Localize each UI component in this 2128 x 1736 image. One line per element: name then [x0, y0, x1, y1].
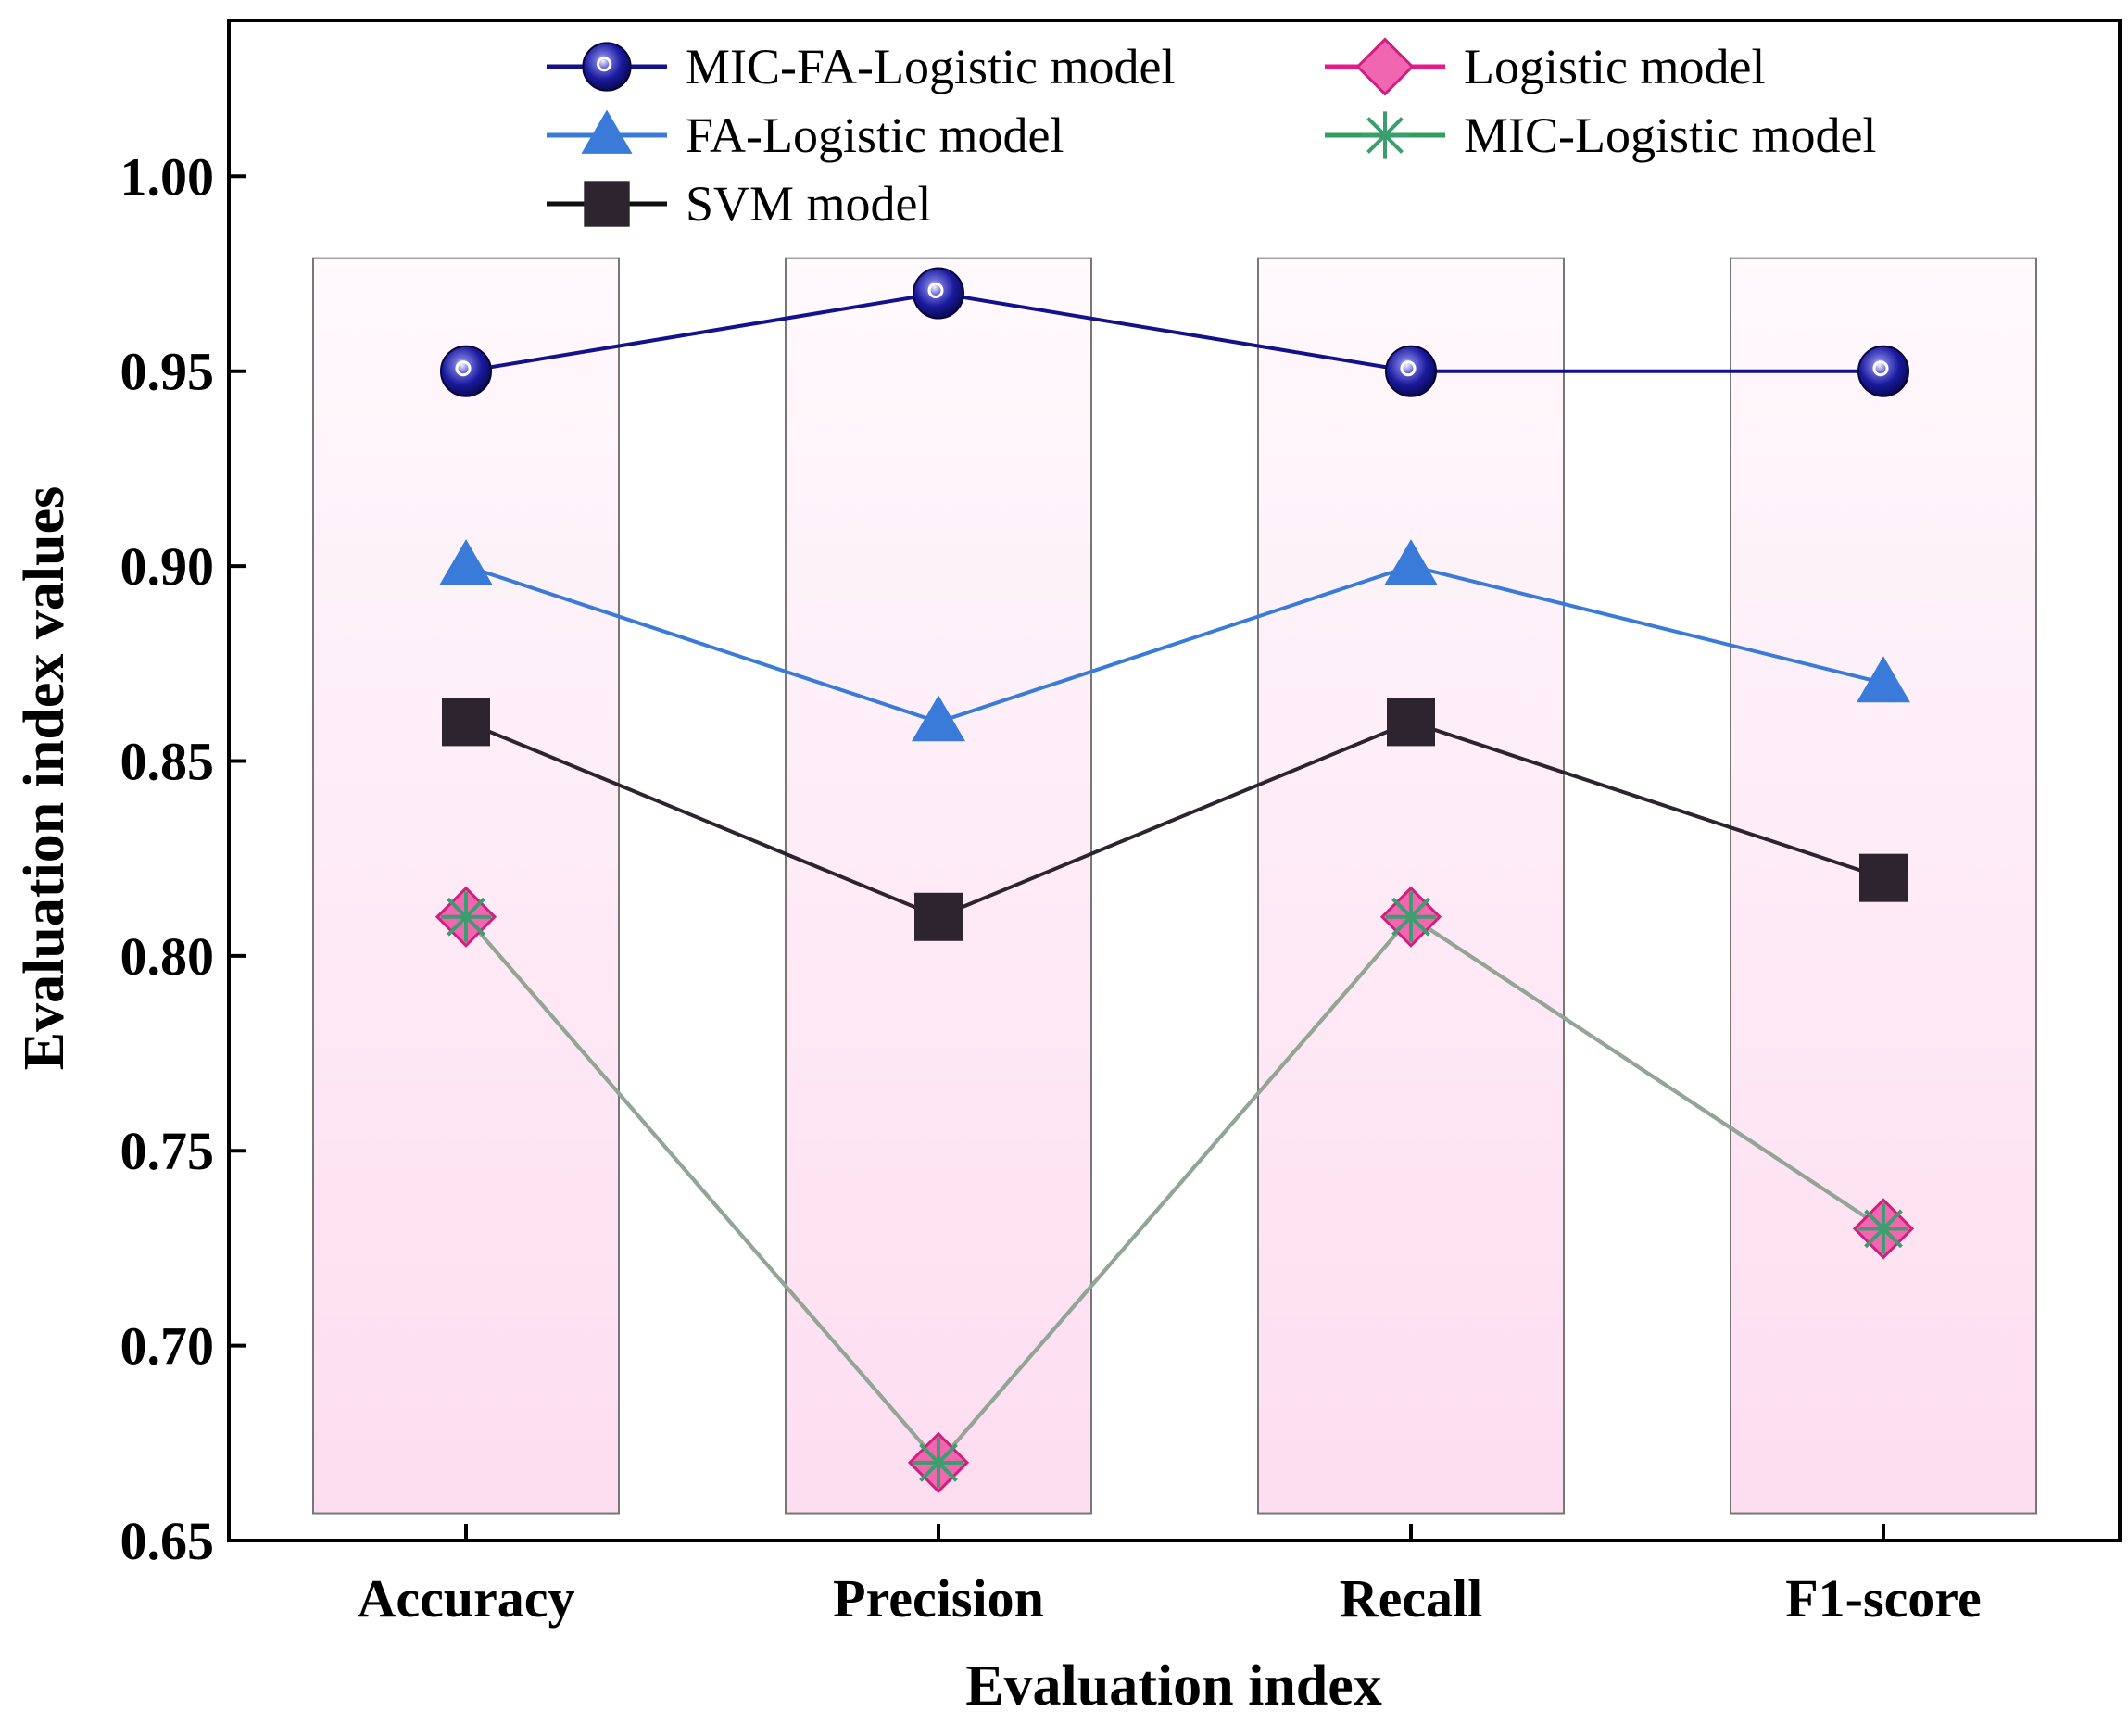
data-point-fa-logistic-model-precision	[912, 695, 965, 742]
legend-marker	[1361, 111, 1409, 159]
y-tick-label: 1.00	[120, 146, 215, 207]
y-tick-label: 0.75	[120, 1121, 215, 1181]
x-axis-ticks: Accuracy Precision Recall F1-score	[357, 1524, 1982, 1629]
data-point-mic-logistic-model-f1-score	[1858, 1203, 1908, 1254]
data-point-svm-model-precision	[914, 892, 963, 941]
series	[434, 267, 1915, 1493]
x-tick-label: Accuracy	[357, 1568, 574, 1629]
legend: MIC-FA-Logistic model FA-Logistic model SV…	[547, 37, 1876, 232]
data-point-fa-logistic-model-f1-score	[1857, 656, 1910, 703]
data-point-mic-logistic-model-accuracy	[441, 891, 491, 942]
y-tick-label: 0.70	[120, 1316, 215, 1377]
y-axis-title: Evaluation index values	[13, 486, 76, 1070]
data-point-mic-fa-logistic-model-accuracy	[440, 345, 492, 397]
y-tick-label: 0.85	[120, 731, 215, 791]
legend-item: MIC-Logistic model	[1325, 107, 1876, 163]
x-tick-label: Precision	[833, 1568, 1044, 1629]
legend-item: SVM model	[547, 176, 932, 232]
legend-label: MIC-FA-Logistic model	[686, 39, 1175, 94]
x-tick-label: F1-score	[1785, 1568, 1982, 1629]
background-band-recall	[1257, 257, 1565, 1515]
legend-item: Logistic model	[1325, 37, 1765, 96]
y-axis-ticks: 0.65 0.70 0.75 0.80 0.85 0.90 0.95 1.00	[120, 146, 246, 1571]
legend-label: Logistic model	[1464, 39, 1765, 94]
y-tick-label: 0.65	[120, 1511, 215, 1571]
data-point-mic-logistic-model-recall	[1386, 891, 1436, 942]
x-tick-label: Recall	[1340, 1568, 1483, 1629]
data-point-mic-fa-logistic-model-f1-score	[1857, 345, 1909, 397]
series-line-svm-model	[465, 720, 1884, 919]
y-tick-label: 0.80	[120, 926, 215, 987]
legend-label: SVM model	[686, 176, 932, 232]
data-point-mic-logistic-model-precision	[913, 1437, 963, 1488]
data-point-svm-model-f1-score	[1859, 853, 1908, 902]
series-line-mic-logistic-model	[464, 914, 1885, 1466]
series-line-fa-logistic-model	[465, 563, 1884, 724]
y-tick-label: 0.90	[120, 536, 215, 597]
data-point-fa-logistic-model-recall	[1384, 539, 1438, 585]
series-line-mic-fa-logistic-model	[465, 291, 1883, 373]
background-band-accuracy	[312, 257, 620, 1515]
data-point-svm-model-accuracy	[442, 698, 490, 747]
background-bands	[312, 257, 2037, 1515]
legend-label: MIC-Logistic model	[1464, 107, 1876, 163]
axes	[227, 19, 2122, 1542]
y-tick-label: 0.95	[120, 342, 215, 402]
plot-frame	[227, 19, 2122, 1542]
legend-marker	[1355, 37, 1415, 96]
data-point-fa-logistic-model-accuracy	[439, 539, 493, 585]
legend-item: MIC-FA-Logistic model	[547, 39, 1175, 94]
legend-label: FA-Logistic model	[686, 107, 1064, 163]
legend-marker	[581, 109, 633, 154]
legend-marker	[582, 42, 632, 92]
background-band-precision	[785, 257, 1092, 1515]
data-point-mic-fa-logistic-model-recall	[1385, 345, 1437, 397]
legend-marker	[584, 181, 630, 227]
legend-item: FA-Logistic model	[547, 107, 1064, 163]
data-point-mic-fa-logistic-model-precision	[913, 267, 964, 320]
x-axis-title: Evaluation index	[965, 1654, 1382, 1717]
data-point-svm-model-recall	[1387, 698, 1435, 747]
